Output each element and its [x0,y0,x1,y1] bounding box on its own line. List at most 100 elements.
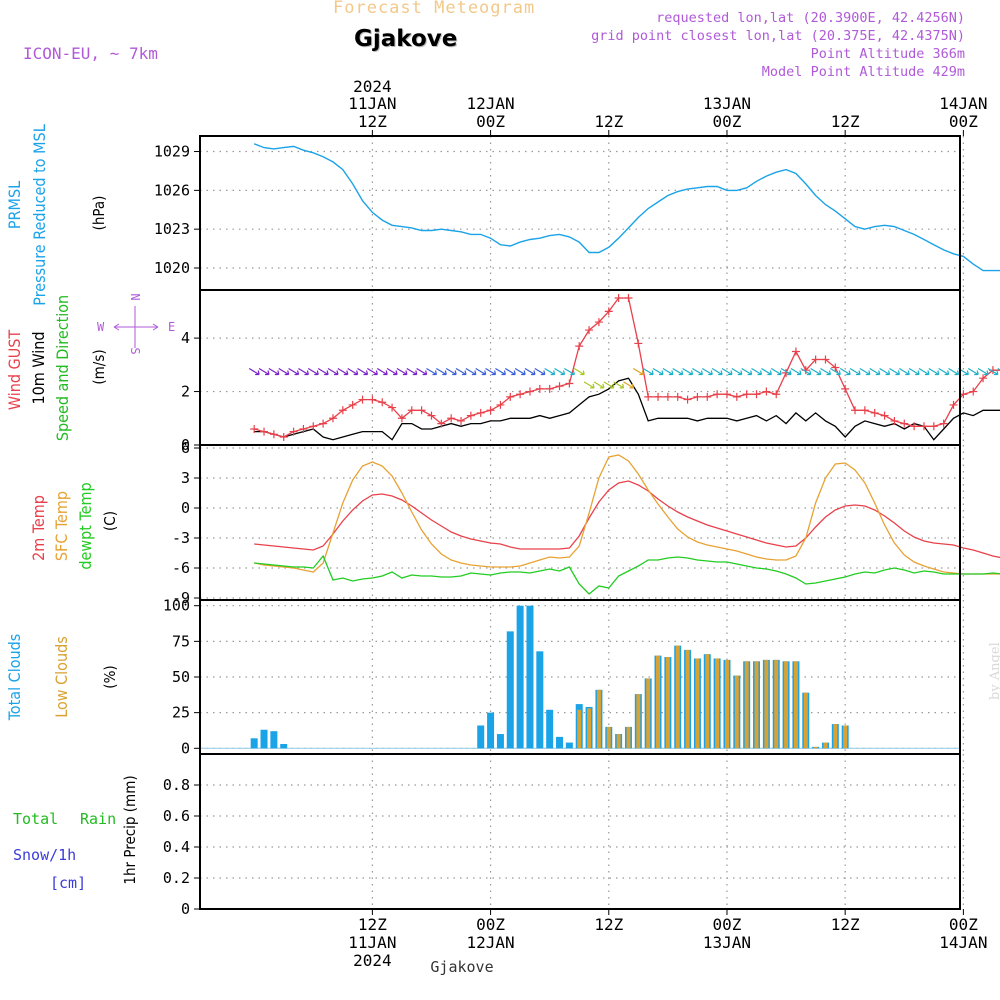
wind-direction-arrow [652,367,664,376]
gust-marker [772,390,781,399]
gust-marker [309,422,318,431]
wind-direction-arrow [987,367,999,376]
gust-marker [378,398,387,407]
wind-direction-arrow [406,367,418,376]
wind-direction-arrow [849,367,861,376]
gust-marker [575,342,584,351]
top-time-label: 13JAN [703,94,751,113]
low-cloud-bar [675,645,680,749]
low-cloud-bar [813,746,818,749]
wind-direction-arrow [997,367,1000,371]
wind-direction-arrow [633,367,644,376]
gust-marker [358,395,367,404]
wind-direction-arrow [672,367,684,376]
wind-direction-arrow [524,367,536,376]
y-tick-label: 50 [172,668,190,686]
gust-marker [673,392,682,401]
total-cloud-bar [496,734,504,749]
gust-marker [841,384,850,393]
wind-direction-arrow [898,367,910,376]
gust-marker [506,392,515,401]
grid-point-coordinates: grid point closest lon,lat (20.375E, 42.… [591,28,965,44]
pressure-label-line1: PRMSL [5,181,24,229]
low-cloud-bar [724,659,729,749]
bottom-time-label: 11JAN [348,933,396,952]
total-cloud-bar [487,712,495,749]
gust-marker [969,387,978,396]
low-cloud-bar [705,654,710,749]
bottom-time-label: 13JAN [703,933,751,952]
temp-unit: (C) [101,511,119,531]
wind-direction-arrow [879,367,891,376]
wind-direction-arrow [613,381,625,389]
gust-marker [821,355,830,364]
total-cloud-bar [280,744,288,749]
top-time-label: 12Z [831,112,860,131]
y-tick-label: 4 [181,329,190,347]
wind-direction-arrow [357,367,369,376]
wind-direction-arrow [721,367,733,376]
gust-marker [250,424,259,433]
gust-marker [683,395,692,404]
chart-title: Forecast Meteogram [333,0,536,18]
gust-marker [289,427,298,436]
gust-marker [811,355,820,364]
gust-marker [713,390,722,399]
gust-marker [457,416,466,425]
wind-direction-arrow [583,381,595,389]
low-cloud-bar [577,709,582,749]
bottom-time-label: 12Z [831,915,860,934]
dewpoint-line [254,554,1000,595]
wind-direction-arrow [258,367,270,376]
wind-direction-arrow [248,367,260,376]
footer-location: Gjakove [430,958,493,976]
total-cloud-bar [477,725,485,749]
gust-marker [634,339,643,348]
low-cloud-bar [646,678,651,749]
y-tick-label: 75 [172,632,190,650]
top-time-label: 14JAN [939,94,987,113]
gust-marker [427,411,436,420]
gust-marker [663,392,672,401]
y-tick-label: 0.6 [163,807,190,825]
low-cloud-bar [754,661,759,749]
top-time-label: 00Z [476,112,505,131]
wind-direction-arrow [514,367,526,376]
point-altitude: Point Altitude 366m [810,46,965,62]
low-cloud-bar [803,692,808,749]
total-cloud-bar [546,709,554,749]
wind-direction-arrow [967,367,979,376]
wind-direction-arrow [445,367,457,376]
gust-marker [594,318,603,327]
wind-direction-arrow [623,381,635,389]
gust-marker [624,294,633,303]
compass-rose [113,306,159,348]
low-cloud-bar [764,659,769,749]
gust-marker [585,326,594,335]
temp-2m-label: 2m Temp [29,495,48,561]
top-time-label: 00Z [713,112,742,131]
y-tick-label: 0 [181,436,190,454]
gust-marker [693,392,702,401]
total-cloud-bar [506,631,514,749]
wind-direction-arrow [839,367,851,376]
gust-marker [555,382,564,391]
location-name: Gjakove [354,26,458,52]
wind-direction-arrow [317,367,329,376]
panel-background [200,290,960,445]
wind-direction-arrow [790,367,802,376]
y-tick-label: 100 [163,597,190,615]
wind-direction-arrow [741,367,753,376]
wind-direction-arrow [426,367,438,376]
low-cloud-bar [744,661,749,749]
y-tick-label: 0.2 [163,869,190,887]
y-tick-label: 2 [181,383,190,401]
bottom-time-label: 2024 [353,951,392,970]
gust-marker [644,392,653,401]
gust-marker [525,387,534,396]
top-time-label: 12JAN [466,94,514,113]
wind-direction-arrow [347,367,359,376]
wind-direction-arrow [701,367,713,376]
y-tick-label: 0 [181,499,190,517]
low-cloud-bar [656,655,661,749]
